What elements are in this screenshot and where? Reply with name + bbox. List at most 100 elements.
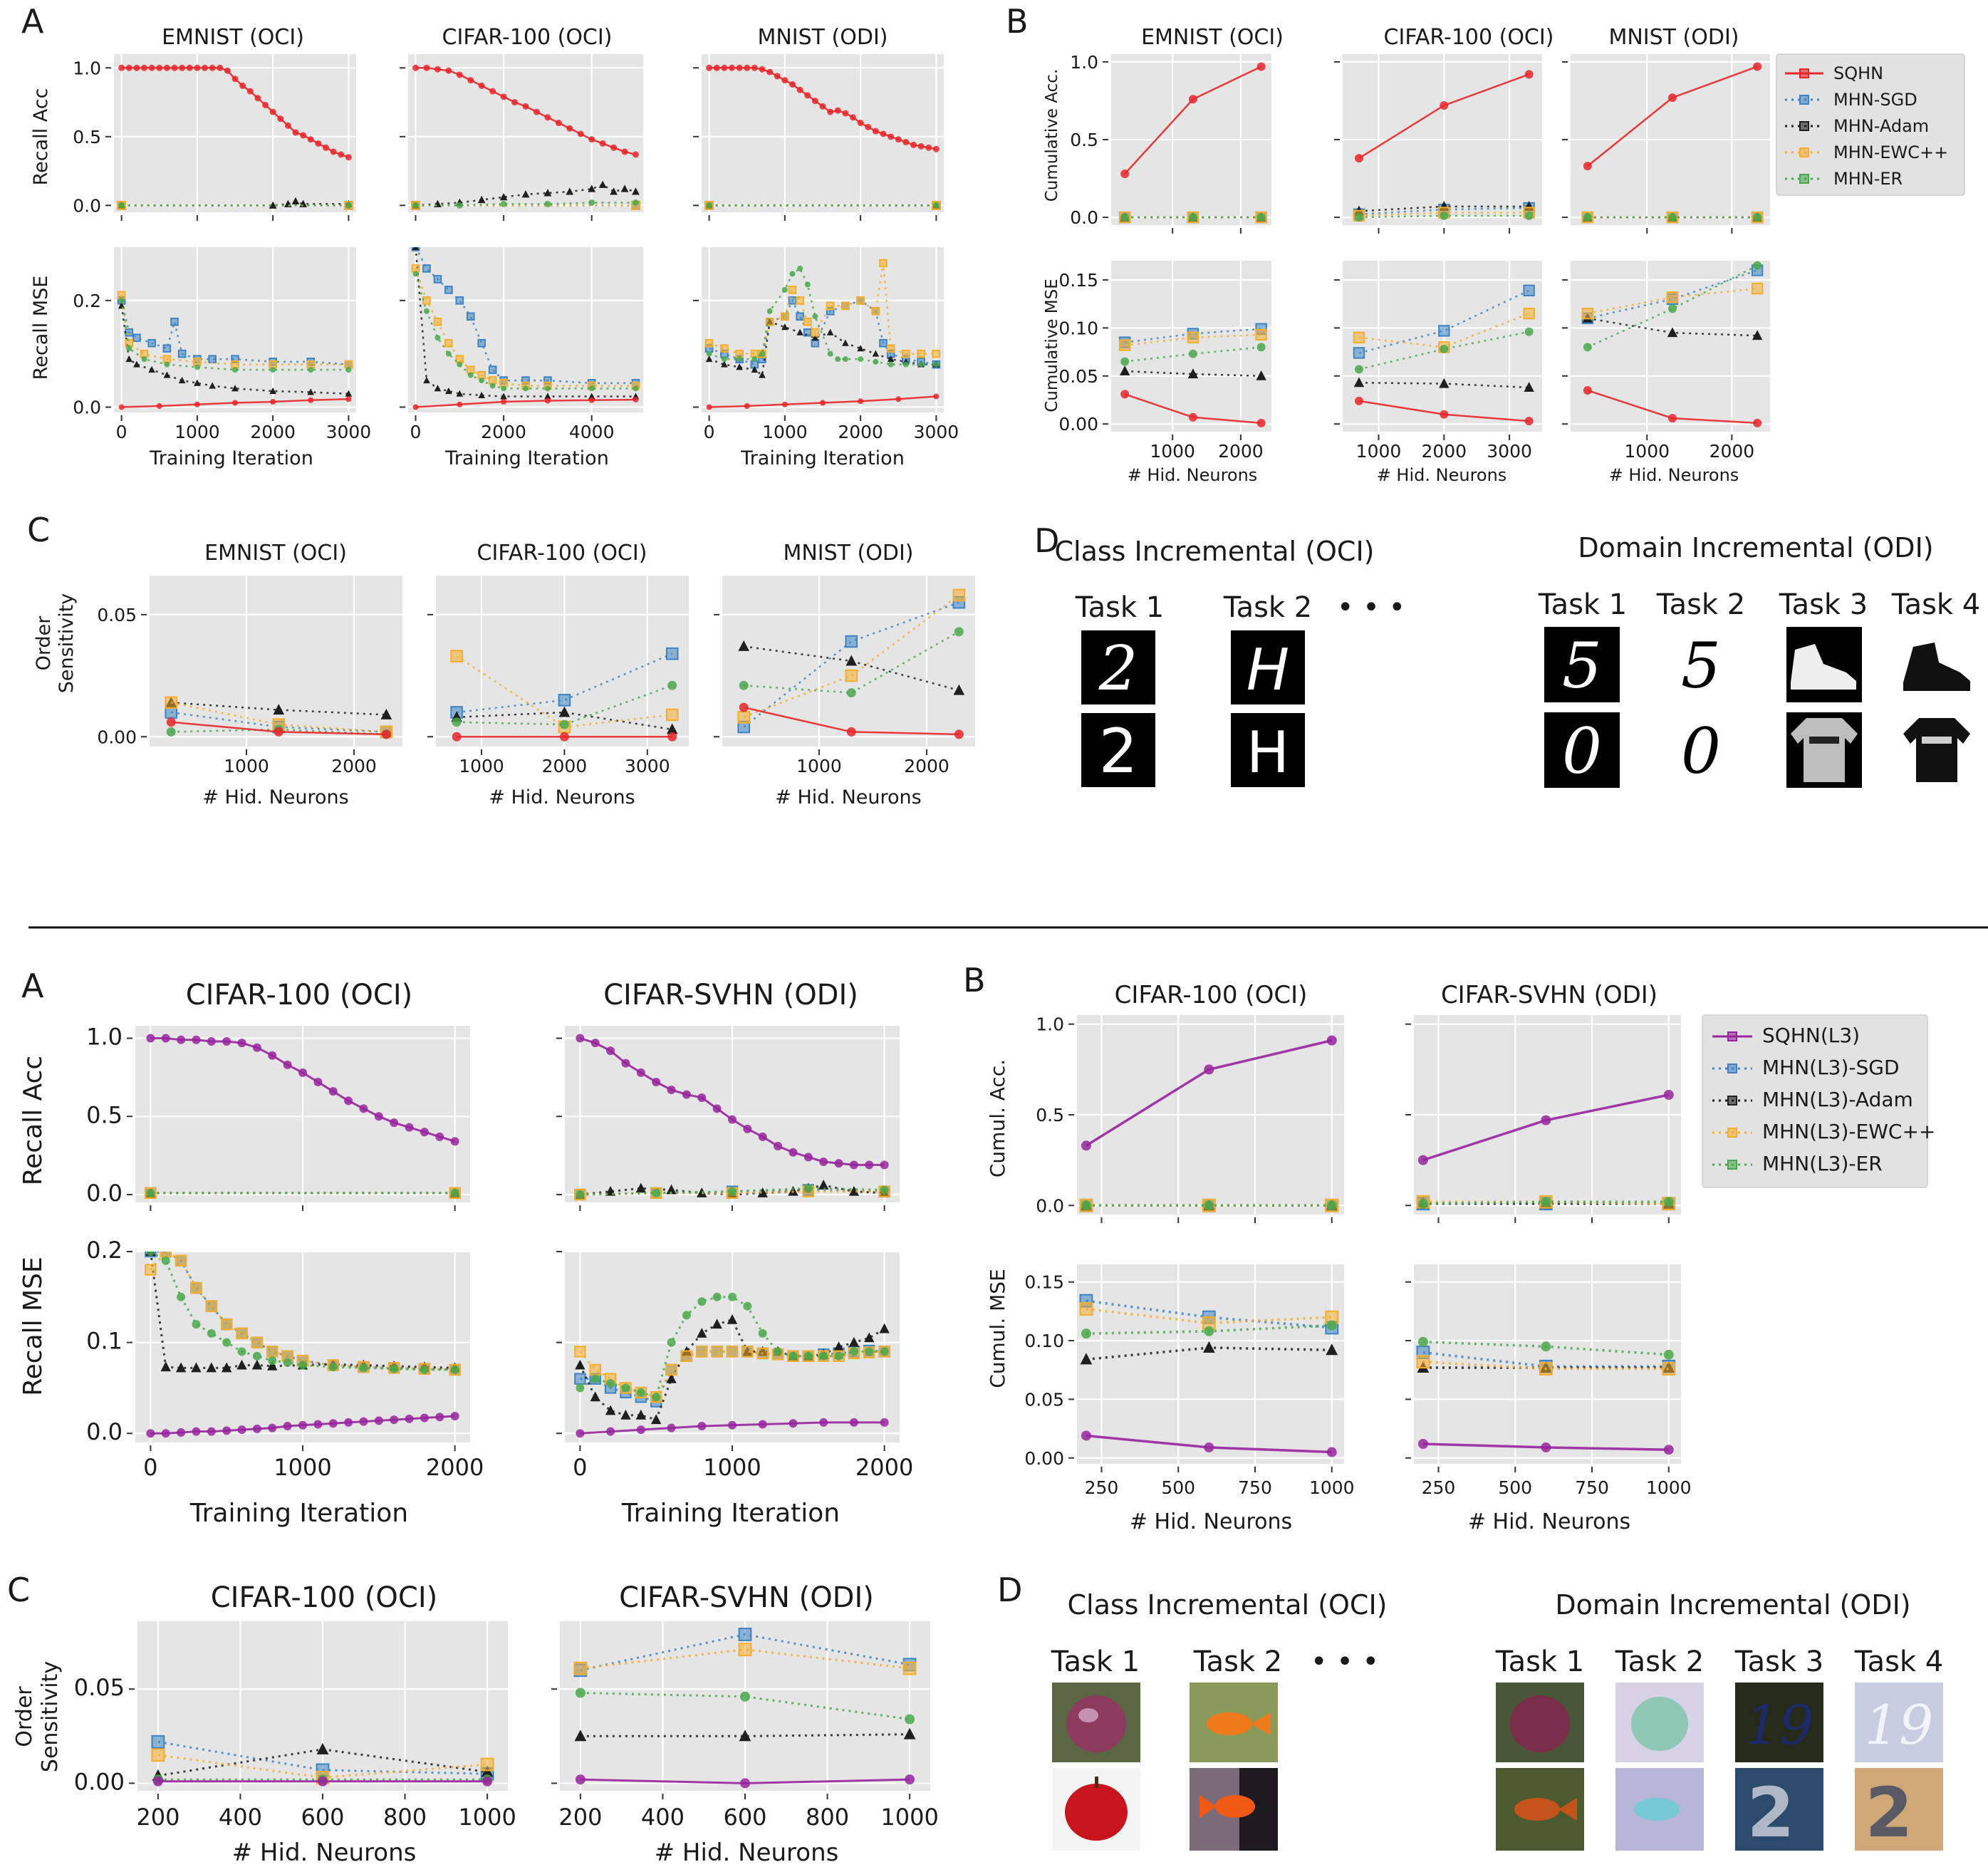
data-point-mhn-l3-ewc- <box>573 1661 588 1675</box>
data-point-sqhn <box>1667 414 1677 423</box>
data-point-mhn-l3-er <box>1417 1198 1428 1209</box>
series-line-mhn-l3-adam <box>580 1184 885 1196</box>
series-group <box>1416 1336 1676 1455</box>
data-point-mhn-ewc- <box>871 307 880 316</box>
data-point-sqhn <box>954 729 964 739</box>
bot-d-odi-t4-a <box>1855 1683 1943 1762</box>
chart-bot-A-mse-svhn: 0 1000 2000 <box>556 1250 913 1481</box>
data-point-mhn-adam <box>291 197 300 205</box>
shirt-dark-print <box>1922 737 1952 744</box>
data-point-mhn-adam <box>872 350 880 357</box>
x-tick-label: 400 <box>641 1804 685 1831</box>
data-point-mhn-l3-adam <box>620 1409 631 1420</box>
series-group <box>1416 1090 1676 1211</box>
data-point-mhn-er <box>479 378 485 384</box>
data-point-sqhn <box>315 140 322 147</box>
data-point-mhn-er <box>500 200 507 207</box>
data-point-sqhn <box>917 142 925 150</box>
data-point-mhn-l3-ewc- <box>160 1252 172 1258</box>
data-point-mhn-l3-er <box>728 1187 737 1196</box>
data-point-mhn-l3-ewc- <box>1079 1302 1093 1316</box>
x-tick-label: 1000 <box>1309 1477 1355 1498</box>
data-point-sqhn <box>781 401 788 407</box>
data-point-mhn-sgd <box>422 264 431 273</box>
top-d-img-d1-b-glyph: 0 <box>1562 714 1602 788</box>
data-point-mhn-er <box>166 727 176 737</box>
data-point-mhn-l3-er <box>834 1351 843 1361</box>
data-point-mhn-l3-adam <box>848 1336 860 1347</box>
data-point-sqhn-l3- <box>576 1429 585 1438</box>
top-b-ylabel-acc: Cumulative Acc. <box>1043 69 1061 202</box>
data-point-mhn-sgd <box>477 338 486 348</box>
data-point-sqhn-l3- <box>313 1420 323 1429</box>
bot-b-legend-items: SQHN(L3) MHN(L3)-SGD MHN(L3)-Adam MHN(L3)-E… <box>1712 1024 1935 1175</box>
data-point-sqhn <box>171 64 178 71</box>
y-tick-label: 0.0 <box>1036 1195 1064 1216</box>
data-point-sqhn <box>721 64 728 71</box>
bot-a-ylabel-mse: Recall MSE <box>19 1257 48 1396</box>
data-point-mhn-ewc- <box>1187 331 1199 344</box>
data-point-mhn-adam <box>736 363 743 370</box>
top-d-img-d1-b <box>1544 712 1620 788</box>
data-point-sqhn-l3- <box>667 1423 676 1432</box>
data-point-sqhn <box>834 107 841 114</box>
bot-b-xlabel-1: # Hid. Neurons <box>1130 1509 1292 1534</box>
data-point-sqhn-l3- <box>712 1104 722 1113</box>
bot-d-odi-t3-a <box>1735 1683 1823 1762</box>
data-point-mhn-l3-er <box>1204 1326 1214 1336</box>
data-point-mhn-l3-adam <box>666 1184 677 1195</box>
data-point-mhn-er <box>1256 213 1266 222</box>
data-point-mhn-ewc- <box>306 360 316 369</box>
data-point-mhn-l3-er <box>420 1365 429 1374</box>
data-point-mhn-l3-er <box>576 1190 585 1200</box>
data-point-mhn-l3-er <box>450 1188 459 1197</box>
data-point-mhn-l3-er <box>328 1363 338 1372</box>
top-d-img-task2-b-glyph: H <box>1247 719 1289 786</box>
x-tick-label: 2000 <box>250 422 296 442</box>
data-point-mhn-adam <box>456 390 464 397</box>
data-point-mhn-l3-er <box>1081 1200 1091 1211</box>
data-point-mhn-l3-ewc- <box>251 1336 264 1348</box>
bot-b-ylabel-mse: Cumul. MSE <box>986 1269 1009 1388</box>
data-point-mhn-er <box>588 199 595 206</box>
bot-a-title-cifar: CIFAR-100 (OCI) <box>186 979 413 1012</box>
data-point-mhn-er <box>932 202 940 209</box>
data-point-sqhn <box>202 64 208 71</box>
x-tick-label: 1000 <box>880 1804 938 1831</box>
data-point-mhn-er <box>902 361 909 368</box>
data-point-mhn-sgd <box>170 317 179 326</box>
data-point-sqhn-l3- <box>905 1774 915 1785</box>
data-point-sqhn <box>902 139 910 146</box>
series-group <box>574 1034 890 1201</box>
apple-stem <box>1095 1777 1098 1788</box>
data-point-sqhn <box>857 120 864 127</box>
plot-area <box>150 576 402 747</box>
data-point-sqhn <box>1667 93 1677 103</box>
data-point-sqhn <box>412 64 420 71</box>
data-point-mhn-er <box>846 688 856 698</box>
data-point-mhn-er <box>954 627 964 637</box>
data-point-sqhn-l3- <box>344 1418 353 1427</box>
data-point-sqhn-l3- <box>146 1034 155 1043</box>
data-point-sqhn <box>381 729 391 739</box>
bot-d-odi-t3-b-digits: 2 <box>1747 1773 1795 1853</box>
series-group <box>1079 1035 1339 1212</box>
chart-top-B-mse-cifar: 1000 2000 3000 <box>1334 261 1542 462</box>
top-b-xlabel-3: # Hid. Neurons <box>1609 465 1739 485</box>
top-b-title-emnist: EMNIST (OCI) <box>1141 25 1284 50</box>
data-point-sqhn-l3- <box>420 1413 429 1423</box>
data-point-mhn-l3-er <box>268 1356 277 1366</box>
data-point-mhn-sgd <box>558 694 571 707</box>
data-point-sqhn-l3- <box>374 1416 383 1425</box>
chart-top-C-cifar: 1000 2000 3000 <box>427 576 689 776</box>
chart-top-B-mse-mnist: 1000 2000 <box>1562 261 1770 462</box>
data-point-sqhn <box>846 727 856 737</box>
data-point-mhn-l3-adam <box>739 1730 751 1742</box>
data-point-mhn-er <box>141 356 147 363</box>
y-tick-label: 0.15 <box>1058 270 1098 291</box>
bot-c-xlabel-1: # Hid. Neurons <box>232 1839 417 1867</box>
data-point-mhn-l3-er <box>880 1185 889 1195</box>
data-point-sqhn <box>511 99 519 106</box>
series-line-mhn-adam <box>171 702 387 716</box>
data-point-mhn-er <box>1188 349 1197 358</box>
